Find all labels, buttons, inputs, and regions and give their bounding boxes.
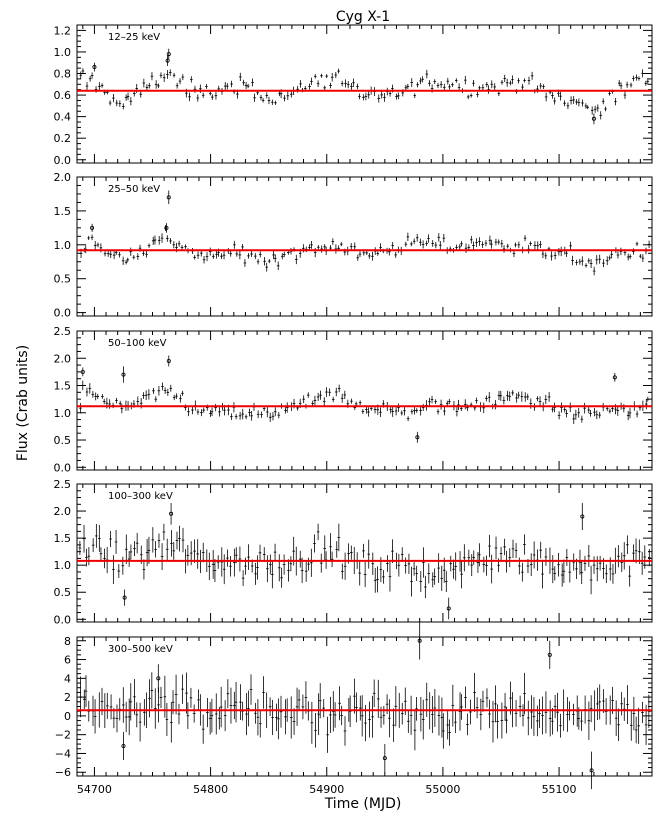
y-tick-label: 1.5 xyxy=(54,380,72,393)
panels-group: 0.0 0.2 0.4 0.6 0.8 1.0 1.2 12–25 keV 0.0 0.5 1.0 1… xyxy=(54,24,653,796)
y-tick-label: 0.6 xyxy=(54,89,72,102)
panel-5: −6 −4 −2 0 2 4 6 8 300–500 keV xyxy=(55,621,653,790)
data-point xyxy=(166,52,171,57)
y-tick-label: 0.2 xyxy=(54,132,72,145)
data-point xyxy=(165,58,170,63)
y-tick-label: 0 xyxy=(64,710,71,723)
data-point xyxy=(417,638,422,643)
y-tick-label: 0.0 xyxy=(54,613,72,626)
y-tick-label: 0.4 xyxy=(54,111,72,124)
y-tick-label: −2 xyxy=(55,729,71,742)
x-tick-label: 54800 xyxy=(193,783,228,796)
data-point xyxy=(169,511,174,516)
x-axis-label: Time (MJD) xyxy=(324,796,402,812)
y-axis-label: Flux (Crab units) xyxy=(15,345,31,461)
panel-frame xyxy=(76,24,653,164)
data-point xyxy=(121,743,126,748)
data-point xyxy=(156,676,161,681)
panel-3: 0.0 0.5 1.0 1.5 2.0 2.5 50–100 keV xyxy=(54,325,653,474)
data-point xyxy=(415,435,420,440)
y-tick-label: 0.8 xyxy=(54,68,72,81)
data-point xyxy=(382,756,387,761)
y-tick-label: 1.0 xyxy=(54,407,72,420)
y-tick-label: 1.5 xyxy=(54,205,72,218)
panel-frame xyxy=(76,483,653,623)
y-tick-label: 4 xyxy=(64,672,71,685)
x-tick-labels: 54700 54800 54900 55000 55100 xyxy=(77,783,577,796)
data-point xyxy=(589,768,594,773)
panel-frame xyxy=(76,176,653,317)
y-tick-label: 0.0 xyxy=(54,307,72,320)
figure-title: Cyg X-1 xyxy=(336,9,390,25)
y-tick-label: 1.0 xyxy=(54,46,72,59)
data-point xyxy=(547,652,552,657)
energy-band-label: 300–500 keV xyxy=(108,644,173,655)
panel-frame xyxy=(76,330,653,471)
x-tick-label: 54900 xyxy=(309,783,344,796)
data-point xyxy=(166,195,171,200)
panel-4: 0.0 0.5 1.0 1.5 2.0 2.5 100–300 keV xyxy=(54,478,653,626)
y-tick-label: 2.5 xyxy=(54,478,72,491)
panel-1: 0.0 0.2 0.4 0.6 0.8 1.0 1.2 12–25 keV xyxy=(54,24,653,167)
y-tick-label: 1.0 xyxy=(54,559,72,572)
data-point xyxy=(591,116,596,121)
x-tick-label: 55000 xyxy=(425,783,460,796)
data-point xyxy=(446,606,451,611)
y-tick-label: 6 xyxy=(64,654,71,667)
y-tick-label: 0.0 xyxy=(54,461,72,474)
data-point xyxy=(164,225,169,230)
y-tick-label: 2 xyxy=(64,691,71,704)
y-tick-label: 2.0 xyxy=(54,171,72,184)
y-tick-label: 1.0 xyxy=(54,239,72,252)
y-tick-label: 1.5 xyxy=(54,532,72,545)
x-tick-label: 54700 xyxy=(77,783,112,796)
y-tick-label: −6 xyxy=(55,766,71,779)
energy-band-label: 100–300 keV xyxy=(108,491,173,502)
data-point xyxy=(121,372,126,377)
y-tick-label: 2.0 xyxy=(54,505,72,518)
y-tick-label: 0.5 xyxy=(54,434,72,447)
energy-band-label: 12–25 keV xyxy=(108,32,160,43)
data-point xyxy=(580,514,585,519)
panel-frame xyxy=(76,636,653,777)
data-point xyxy=(90,225,95,230)
y-tick-label: 0.5 xyxy=(54,586,72,599)
data-point xyxy=(80,369,85,374)
y-tick-label: −4 xyxy=(55,747,71,760)
y-tick-label: 0.0 xyxy=(54,154,72,167)
data-point xyxy=(166,358,171,363)
panel-2: 0.0 0.5 1.0 1.5 2.0 25–50 keV xyxy=(54,171,653,320)
y-tick-label: 0.5 xyxy=(54,273,72,286)
y-tick-label: 2.5 xyxy=(54,325,72,338)
data-point xyxy=(122,595,127,600)
energy-band-label: 50–100 keV xyxy=(108,338,167,349)
x-tick-label: 55100 xyxy=(542,783,577,796)
y-tick-label: 1.2 xyxy=(54,24,72,37)
energy-band-label: 25–50 keV xyxy=(108,184,160,195)
data-point xyxy=(612,375,617,380)
y-tick-label: 8 xyxy=(64,635,71,648)
data-point xyxy=(92,65,97,70)
y-tick-label: 2.0 xyxy=(54,352,72,365)
